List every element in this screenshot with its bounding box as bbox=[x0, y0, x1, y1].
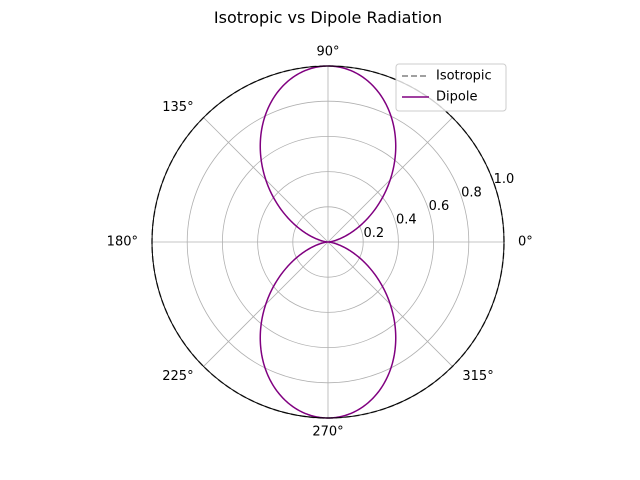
radial-tick-label-2: 0.6 bbox=[429, 199, 450, 214]
tick-label-layer: 0° 90° 135° 180° 225° 270° 315° 0.2 0.4 0.6 0.8 1.0 bbox=[107, 45, 533, 440]
legend: Isotropic Dipole bbox=[395, 63, 507, 112]
angular-tick-label-3: 135° bbox=[162, 100, 193, 115]
chart-title: Isotropic vs Dipole Radiation bbox=[214, 8, 442, 27]
legend-label-dipole: Dipole bbox=[436, 90, 477, 105]
radial-tick-label-0: 0.2 bbox=[364, 226, 385, 241]
legend-label-isotropic: Isotropic bbox=[436, 69, 492, 84]
radial-tick-label-3: 0.8 bbox=[461, 186, 482, 201]
polar-axes-frame bbox=[151, 65, 505, 419]
radial-tick-label-4: 1.0 bbox=[494, 172, 515, 187]
series-line-dipole bbox=[259, 65, 397, 419]
radial-tick-label-1: 0.4 bbox=[396, 213, 417, 228]
angular-tick-label-4: 180° bbox=[107, 235, 138, 250]
angular-tick-label-2: 90° bbox=[316, 45, 339, 60]
angular-tick-label-6: 270° bbox=[312, 425, 343, 440]
angular-tick-label-5: 225° bbox=[162, 369, 193, 384]
angular-tick-label-0: 0° bbox=[518, 235, 533, 250]
angular-tick-label-7: 315° bbox=[462, 369, 493, 384]
